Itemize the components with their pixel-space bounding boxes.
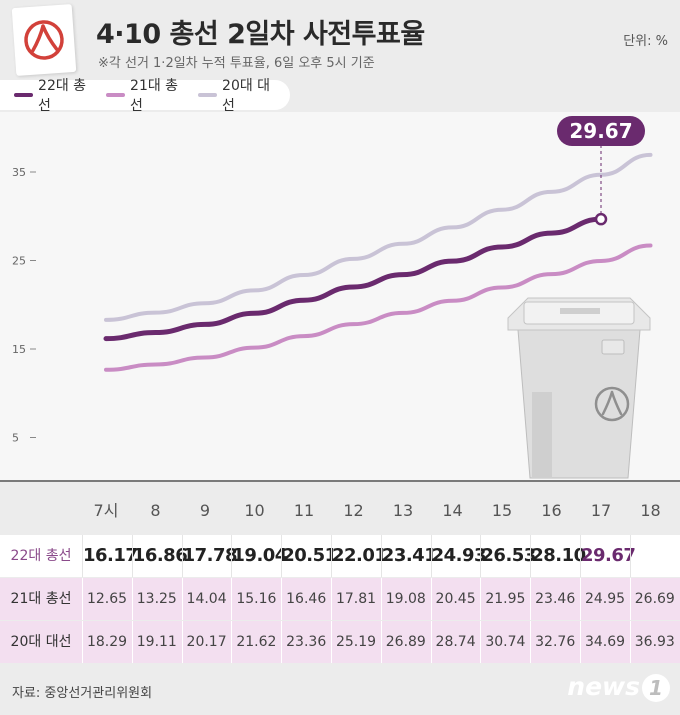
table-row-20: 20대 대선 18.29 19.11 20.17 21.62 23.36 25.19 26.… [0,621,680,663]
x-tick-label: 18 [640,501,660,520]
y-tick-label: 25 [12,255,26,268]
table-cell: 26.69 [629,578,679,620]
table-row-label-20: 20대 대선 [10,634,72,650]
legend-item-20: 20대 대선 [198,75,280,115]
page-subtitle: ※각 선거 1·2일차 누적 투표율, 6일 오후 5시 기준 [98,56,375,71]
table-cell: 15.16 [231,578,280,620]
legend-swatch-20 [198,93,218,97]
table-cell: 14.04 [181,578,231,620]
chart-legend: 22대 총선 21대 총선 20대 대선 [0,78,290,114]
legend-item-21: 21대 총선 [106,75,188,115]
x-tick-label: 10 [244,501,264,520]
table-row-21: 21대 총선 12.65 13.25 14.04 15.16 16.46 17.81 19.… [0,578,680,620]
x-tick-label: 14 [442,501,462,520]
logo-mark: 1 [642,674,670,702]
legend-label-22: 22대 총선 [38,78,87,114]
news1-logo: news 1 [567,672,670,702]
callout-value: 29.67 [569,119,632,143]
table-cell: 22.01 [331,535,387,577]
ballot-stamp-icon [11,3,77,77]
table-cell: 29.67 [580,535,636,577]
table-cell: 32.76 [530,621,579,663]
table-cell: 17.78 [181,535,238,577]
table-row-label-22: 22대 총선 [10,548,72,564]
table-cell: 21.62 [231,621,280,663]
x-tick-label: 16 [541,501,561,520]
table-cell: 20.17 [181,621,231,663]
x-tick-label: 11 [294,501,314,520]
table-cell: 34.69 [580,621,629,663]
series-line-2 [104,152,653,322]
table-cell: 23.41 [380,535,437,577]
table-cell: 16.17 [82,535,138,577]
table-cell: 17.81 [331,578,380,620]
series-layer [103,152,653,372]
y-tick-label: 5 [12,432,19,445]
table-cell: 30.74 [480,621,529,663]
table-cell: 13.25 [131,578,181,620]
legend-label-21: 21대 총선 [130,78,179,114]
series-line-0 [103,216,604,342]
table-cell: 26.53 [480,535,536,577]
table-cell: 16.86 [131,535,188,577]
table-cell: 25.19 [331,621,380,663]
table-cell: 24.93 [430,535,487,577]
table-row-22: 22대 총선 16.17 16.86 17.78 19.04 20.51 22.01 23.… [0,535,680,577]
table-cell: 19.08 [380,578,430,620]
x-tick-label: 15 [492,501,512,520]
legend-label-20: 20대 대선 [222,78,271,114]
table-cell: 21.95 [480,578,529,620]
table-cell: 28.10 [530,535,586,577]
table-cell: 36.93 [629,621,679,663]
x-tick-label: 13 [393,501,413,520]
table-cell: 12.65 [82,578,131,620]
source-note: 자료: 중앙선거관리위원회 [12,686,153,701]
table-cell: 16.46 [281,578,330,620]
table-cell: 23.46 [530,578,579,620]
legend-swatch-22 [14,93,34,97]
line-chart: 5 15 25 35 7시 8 9 10 11 12 13 14 15 16 17 18 29.67 [0,112,680,520]
legend-item-22: 22대 총선 [14,75,96,115]
table-cell [629,535,679,577]
table-cell: 18.29 [82,621,131,663]
table-cell: 19.04 [231,535,287,577]
table-cell: 20.45 [430,578,480,620]
x-tick-label: 12 [343,501,363,520]
x-axis: 7시 8 9 10 11 12 13 14 15 16 17 18 [0,480,680,520]
unit-label: 단위: % [623,34,668,49]
y-axis: 5 15 25 35 [12,166,36,445]
ballot-box-icon [507,297,651,479]
legend-swatch-21 [106,93,126,97]
y-tick-label: 35 [12,166,26,179]
table-cell: 28.74 [430,621,480,663]
callout-badge [557,116,645,146]
x-tick-label: 7시 [94,501,119,520]
table-cell: 23.36 [281,621,330,663]
x-tick-label: 17 [591,501,611,520]
x-tick-label: 8 [150,501,160,520]
logo-text: news [567,672,640,701]
x-tick-label: 9 [200,501,210,520]
table-cell: 24.95 [580,578,629,620]
table-cell: 26.89 [380,621,430,663]
table-cell: 19.11 [131,621,181,663]
table-row-label-21: 21대 총선 [10,591,72,607]
callout: 29.67 [557,116,645,226]
page-title: 4·10 총선 2일차 사전투표율 [96,19,425,50]
series-line-1 [104,243,653,372]
y-tick-label: 15 [12,343,26,356]
table-cell: 20.51 [281,535,337,577]
callout-marker [594,212,608,226]
